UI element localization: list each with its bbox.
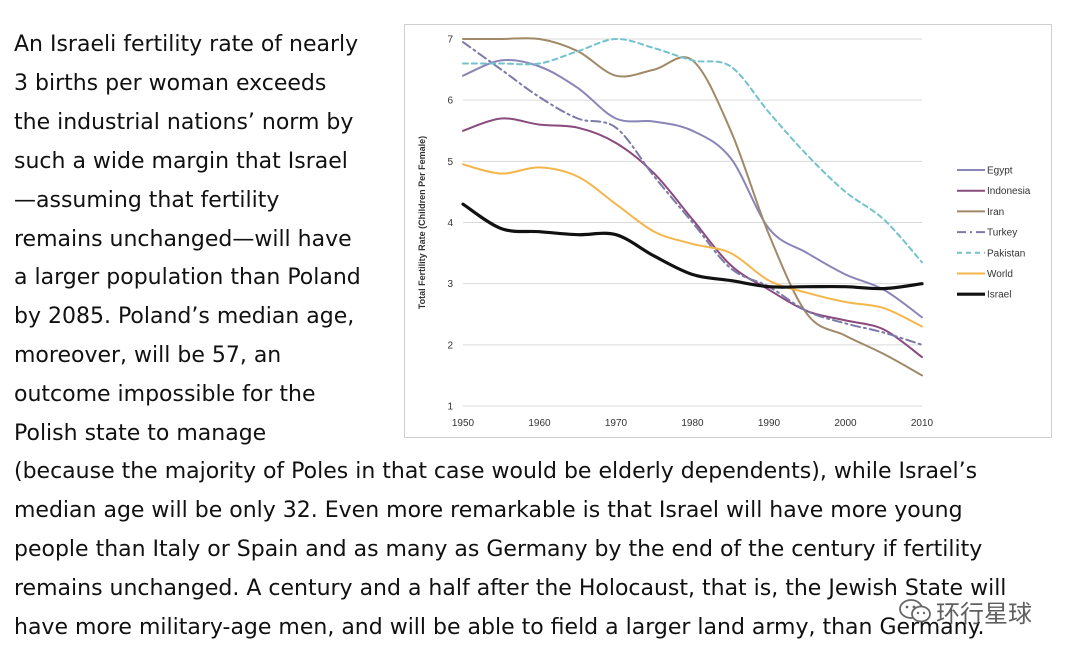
y-tick-label: 2 bbox=[447, 340, 453, 351]
text-line: Polish state to manage bbox=[14, 421, 267, 447]
text-line: the industrial nations’ norm by bbox=[14, 109, 354, 135]
text-line: remains unchanged—will have bbox=[14, 226, 352, 252]
y-tick-label: 4 bbox=[447, 218, 453, 229]
x-tick-label: 1990 bbox=[758, 418, 781, 429]
text-line: people than Italy or Spain and as many a… bbox=[14, 536, 983, 562]
text-line: An Israeli fertility rate of nearly bbox=[14, 32, 359, 57]
legend-label-pakistan: Pakistan bbox=[987, 248, 1025, 259]
x-tick-label: 1950 bbox=[452, 418, 475, 429]
x-tick-label: 2000 bbox=[834, 418, 857, 429]
y-tick-label: 5 bbox=[447, 157, 453, 168]
x-tick-label: 1960 bbox=[528, 418, 551, 429]
y-axis-label: Total Fertility Rate (Children Per Femal… bbox=[417, 136, 427, 309]
text-line: 3 births per woman exceeds bbox=[14, 70, 327, 96]
chart-svg: 1 2 3 4 5 6 7 1950 1960 1970 1980 1990 2000 2010 Total… bbox=[417, 35, 1031, 430]
wechat-icon bbox=[899, 599, 931, 623]
article-text-full: (because the majority of Poles in that c… bbox=[14, 453, 1074, 648]
series-line-iran bbox=[462, 37, 923, 377]
text-line: —assuming that fertility bbox=[14, 187, 280, 213]
text-line: remains unchanged. A century and a half … bbox=[14, 575, 1007, 601]
series-line-indonesia bbox=[462, 117, 923, 359]
watermark: 环行星球 bbox=[898, 596, 1048, 628]
legend-label-world: World bbox=[987, 269, 1013, 280]
y-tick-label: 1 bbox=[447, 402, 453, 413]
y-tick-label: 3 bbox=[447, 279, 453, 290]
series-line-egypt bbox=[462, 59, 923, 319]
watermark-text: 环行星球 bbox=[936, 600, 1032, 628]
x-tick-label: 1980 bbox=[681, 418, 704, 429]
legend-label-egypt: Egypt bbox=[987, 166, 1013, 177]
x-tick-label: 2010 bbox=[911, 418, 934, 429]
legend-label-turkey: Turkey bbox=[987, 228, 1017, 239]
article-text-left: An Israeli fertility rate of nearly 3 bi… bbox=[14, 26, 386, 454]
text-line: a larger population than Poland bbox=[14, 265, 361, 291]
text-line: such a wide margin that Israel bbox=[14, 148, 348, 174]
text-line: outcome impossible for the bbox=[14, 382, 316, 408]
series-line-pakistan bbox=[462, 37, 923, 264]
y-tick-label: 6 bbox=[447, 96, 453, 107]
legend-label-israel: Israel bbox=[987, 290, 1011, 301]
text-line: have more military-age men, and will be … bbox=[14, 614, 985, 640]
text-line: median age will be only 32. Even more re… bbox=[14, 497, 963, 523]
series-line-israel bbox=[461, 202, 924, 291]
series-line-turkey bbox=[462, 41, 923, 346]
text-line: by 2085. Poland’s median age, bbox=[14, 304, 355, 330]
text-line: moreover, will be 57, an bbox=[14, 343, 282, 369]
y-tick-label: 7 bbox=[447, 35, 453, 46]
text-line: (because the majority of Poles in that c… bbox=[14, 459, 978, 484]
legend-label-iran: Iran bbox=[987, 207, 1004, 218]
fertility-rate-chart: 1 2 3 4 5 6 7 1950 1960 1970 1980 1990 2000 2010 Total… bbox=[404, 24, 1052, 438]
legend-label-indonesia: Indonesia bbox=[987, 186, 1031, 197]
x-tick-label: 1970 bbox=[605, 418, 628, 429]
series-line-world bbox=[462, 163, 923, 328]
